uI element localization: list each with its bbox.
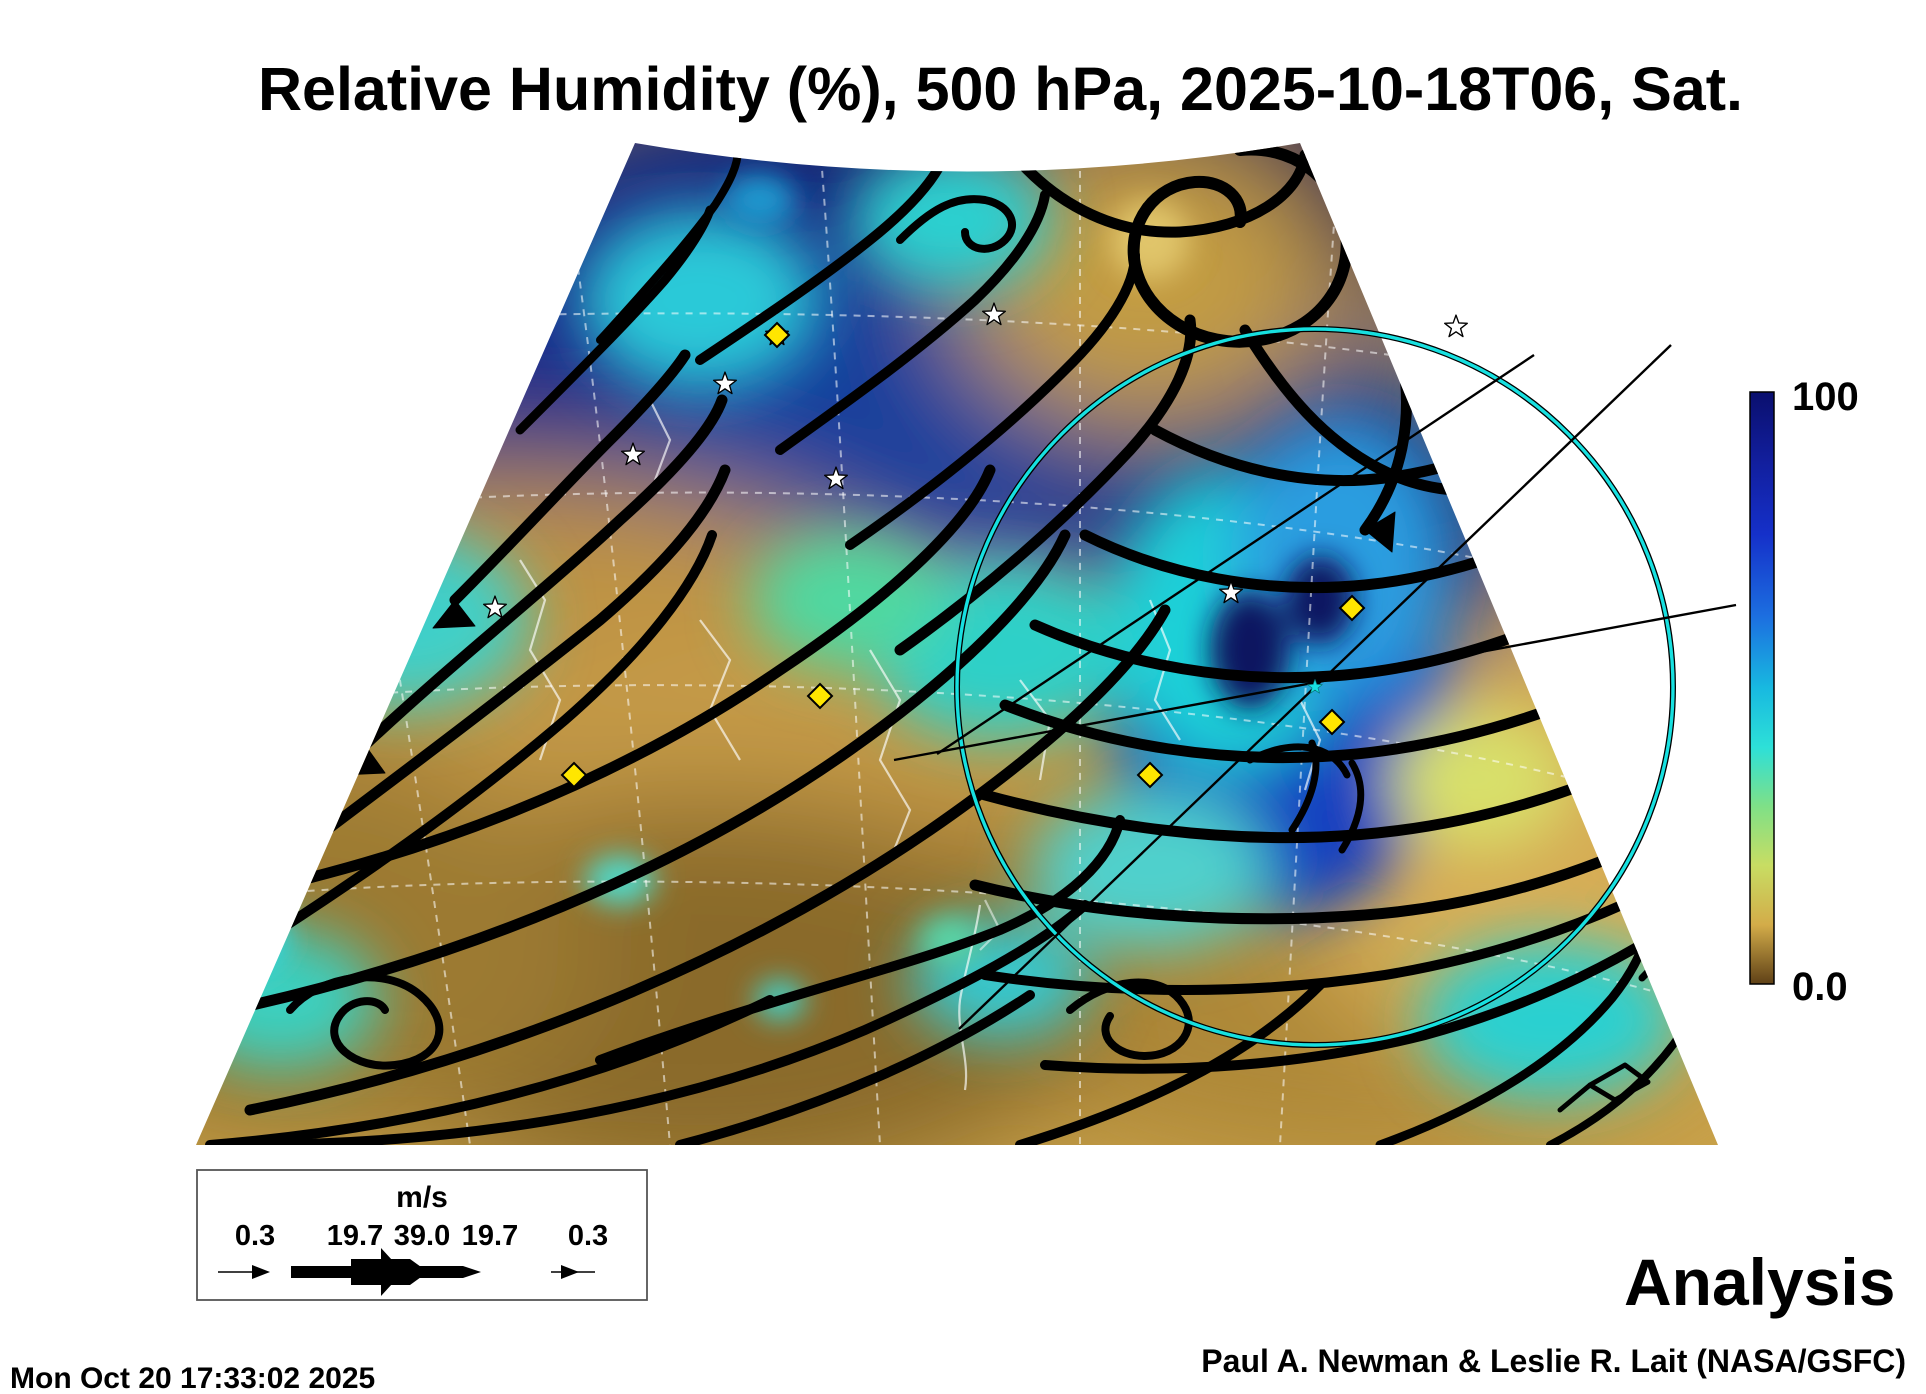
svg-text:0.0: 0.0 xyxy=(1792,965,1848,1009)
svg-text:Relative Humidity (%), 500 hPa: Relative Humidity (%), 500 hPa, 2025-10-… xyxy=(258,55,1743,123)
svg-text:39.0: 39.0 xyxy=(394,1220,450,1252)
svg-text:19.7: 19.7 xyxy=(327,1220,383,1252)
svg-text:Analysis: Analysis xyxy=(1624,1245,1895,1319)
svg-text:m/s: m/s xyxy=(396,1181,448,1214)
svg-text:19.7: 19.7 xyxy=(462,1220,518,1252)
svg-text:Mon Oct 20 17:33:02 2025: Mon Oct 20 17:33:02 2025 xyxy=(10,1362,375,1394)
svg-text:0.3: 0.3 xyxy=(235,1220,275,1252)
svg-text:100: 100 xyxy=(1792,375,1859,419)
svg-text:Paul A. Newman & Leslie R. Lai: Paul A. Newman & Leslie R. Lait (NASA/GS… xyxy=(1201,1343,1906,1379)
svg-text:0.3: 0.3 xyxy=(568,1220,608,1252)
